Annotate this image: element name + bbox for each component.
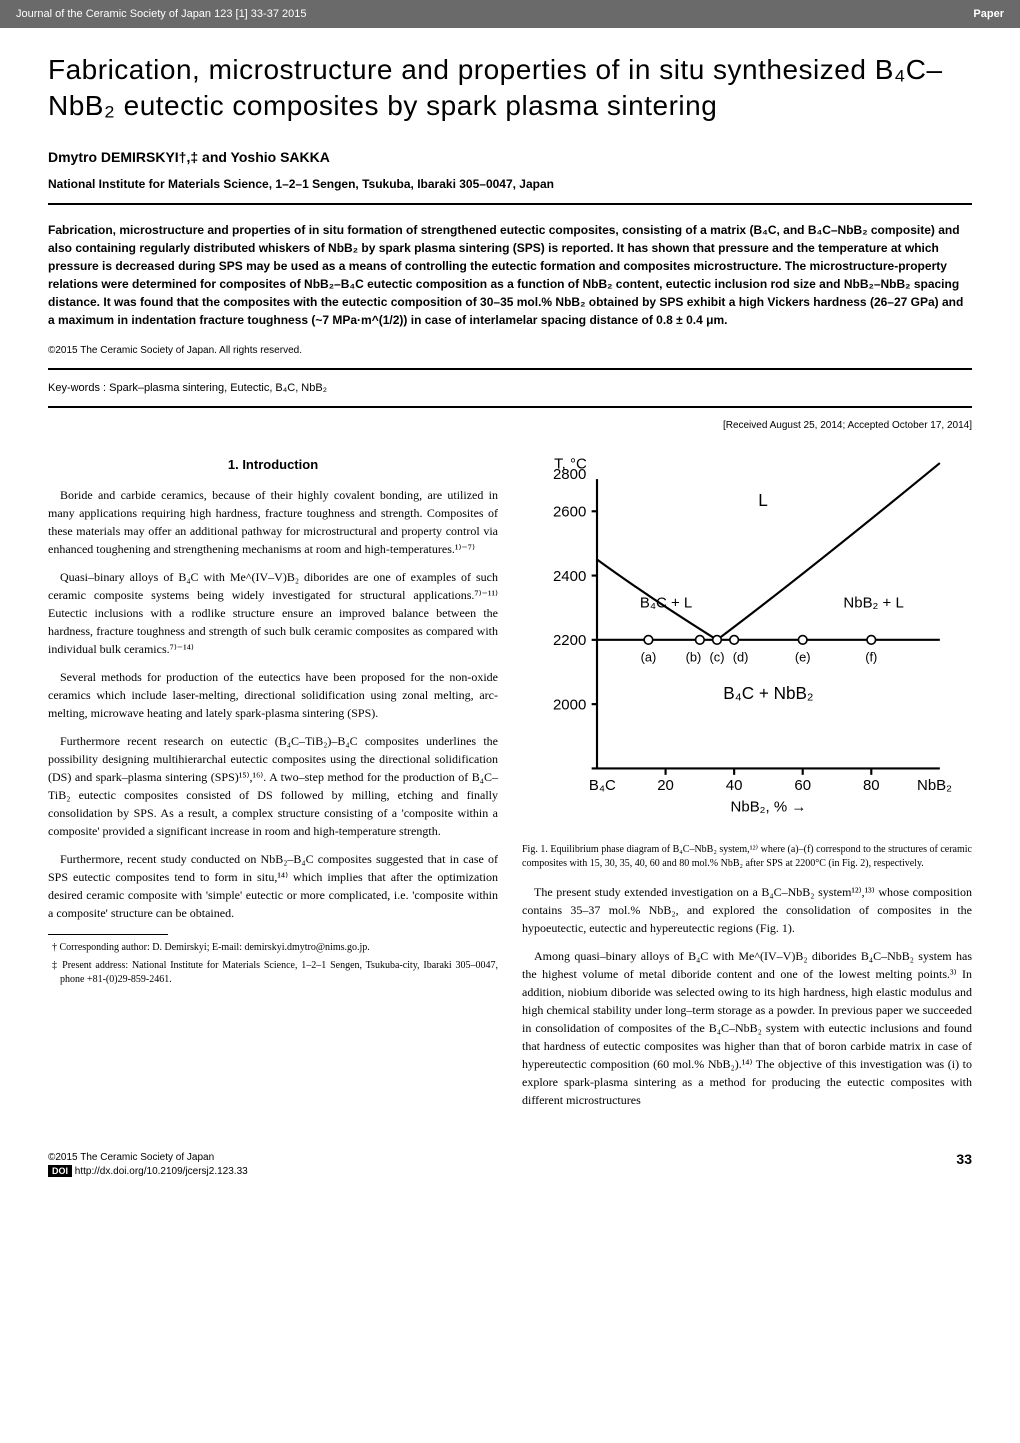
keywords: Key-words : Spark–plasma sintering, Eute… xyxy=(48,382,972,394)
body-paragraph: Boride and carbide ceramics, because of … xyxy=(48,486,498,558)
x-end-label: B₄C xyxy=(589,777,616,794)
abstract: Fabrication, microstructure and properti… xyxy=(48,221,972,329)
x-tick: 80 xyxy=(863,777,880,794)
left-column: 1. Introduction Boride and carbide ceram… xyxy=(48,447,498,1120)
body-paragraph: Furthermore recent research on eutectic … xyxy=(48,732,498,840)
y-axis-label: T, °C xyxy=(554,455,587,472)
figure-1: 2000 2200 2400 2600 2800 T, °C 20 40 60 … xyxy=(522,447,972,872)
point-label: (f) xyxy=(865,649,877,664)
right-column: 2000 2200 2400 2600 2800 T, °C 20 40 60 … xyxy=(522,447,972,1120)
footer-copyright: ©2015 The Ceramic Society of Japan xyxy=(48,1151,248,1165)
body-paragraph: Quasi–binary alloys of B₄C with Me^(IV–V… xyxy=(48,568,498,658)
body-paragraph: Several methods for production of the eu… xyxy=(48,668,498,722)
footnote-separator xyxy=(48,934,168,935)
doi-label: DOI xyxy=(48,1165,72,1177)
received-dates: [Received August 25, 2014; Accepted Octo… xyxy=(48,420,972,431)
region-label: L xyxy=(758,490,768,510)
x-tick: 20 xyxy=(657,777,674,794)
affiliation: National Institute for Materials Science… xyxy=(48,177,972,191)
x-tick: 40 xyxy=(726,777,743,794)
figure-caption: Fig. 1. Equilibrium phase diagram of B₄C… xyxy=(522,843,972,871)
point-label: (d) xyxy=(733,649,749,664)
y-tick: 2600 xyxy=(553,503,586,520)
footnote: ‡ Present address: National Institute fo… xyxy=(48,959,498,987)
section-heading: 1. Introduction xyxy=(48,455,498,475)
region-label: B₄C + L xyxy=(640,594,692,611)
point-label: (c) xyxy=(710,649,725,664)
doi-url: http://dx.doi.org/10.2109/jcersj2.123.33 xyxy=(75,1166,248,1177)
divider xyxy=(48,368,972,370)
y-tick: 2000 xyxy=(553,696,586,713)
footnote: † Corresponding author: D. Demirskyi; E-… xyxy=(48,941,498,955)
region-label: NbB₂ + L xyxy=(843,594,903,611)
divider xyxy=(48,406,972,408)
y-tick: 2200 xyxy=(553,632,586,649)
body-paragraph: The present study extended investigation… xyxy=(522,883,972,937)
x-tick: 60 xyxy=(794,777,811,794)
x-end-label: NbB₂ xyxy=(917,777,952,794)
abstract-copyright: ©2015 The Ceramic Society of Japan. All … xyxy=(48,345,972,356)
point-label: (b) xyxy=(686,649,702,664)
y-tick: 2400 xyxy=(553,568,586,585)
divider xyxy=(48,203,972,205)
article-title: Fabrication, microstructure and properti… xyxy=(48,52,972,125)
journal-header-bar: Journal of the Ceramic Society of Japan … xyxy=(0,0,1020,28)
article-type: Paper xyxy=(973,8,1004,20)
x-axis-label: NbB₂, % → xyxy=(731,798,807,815)
point-label: (a) xyxy=(641,649,657,664)
point-label: (e) xyxy=(795,649,811,664)
page-footer: ©2015 The Ceramic Society of Japan DOI h… xyxy=(0,1143,1020,1195)
journal-citation: Journal of the Ceramic Society of Japan … xyxy=(16,8,306,20)
page-number: 33 xyxy=(956,1151,972,1179)
authors: Dmytro DEMIRSKYI†,‡ and Yoshio SAKKA xyxy=(48,149,972,165)
body-paragraph: Among quasi–binary alloys of B₄C with Me… xyxy=(522,947,972,1109)
region-label: B₄C + NbB₂ xyxy=(723,683,813,703)
body-paragraph: Furthermore, recent study conducted on N… xyxy=(48,850,498,922)
phase-diagram-svg: 2000 2200 2400 2600 2800 T, °C 20 40 60 … xyxy=(522,447,972,833)
